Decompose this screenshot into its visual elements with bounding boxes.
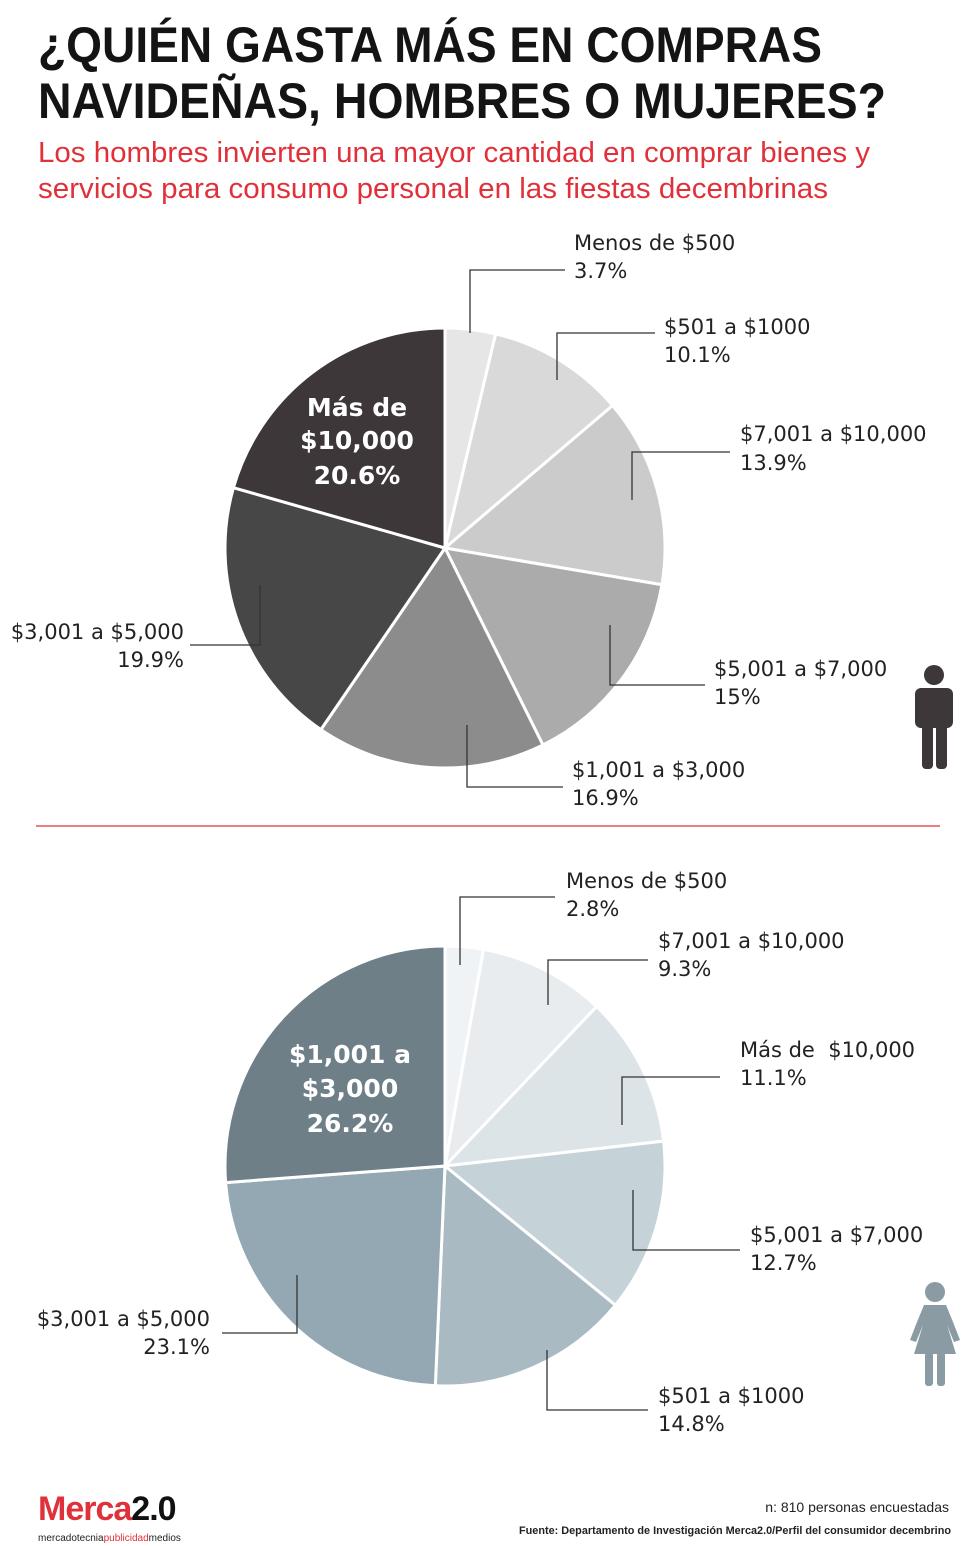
pie-slice xyxy=(443,1005,666,1168)
highlight-label: $10,000 xyxy=(300,426,414,455)
leader-line xyxy=(459,896,555,965)
label-value: 23.1% xyxy=(143,1335,210,1359)
woman-icon xyxy=(910,1282,960,1386)
leader-line xyxy=(546,1350,648,1411)
subtitle-line-1: Los hombres invierten una mayor cantidad… xyxy=(38,137,870,169)
pie-slice xyxy=(443,1139,667,1307)
men-pie xyxy=(223,326,667,770)
highlight-value: 20.6% xyxy=(314,461,401,490)
pie-slice xyxy=(319,546,545,770)
label-value: 14.8% xyxy=(658,1412,725,1436)
logo-tagline: mercadotecniapublicidadmedios xyxy=(38,1533,181,1544)
merca-logo: Merca2.0 mercadotecniapublicidadmedios xyxy=(38,1490,181,1544)
subtitle-line-2: servicios para consumo personal en las f… xyxy=(38,173,828,205)
leader-line xyxy=(190,585,261,646)
leader-line xyxy=(556,332,655,380)
label-category: $1,001 a $3,000 xyxy=(572,758,745,782)
highlight-label: $3,000 xyxy=(302,1074,398,1103)
label-value: 10.1% xyxy=(664,343,731,367)
label-category: $501 a $1000 xyxy=(658,1384,804,1408)
label-category: Más de $10,000 xyxy=(740,1038,915,1062)
pie-slice xyxy=(443,947,599,1168)
label-category: $3,001 a $5,000 xyxy=(11,620,184,644)
women-labels: Menos de $500 2.8% $7,001 a $10,000 9.3%… xyxy=(37,869,923,1436)
label-category: Menos de $500 xyxy=(566,869,727,893)
pie-slice xyxy=(231,326,447,550)
leader-line xyxy=(547,959,648,1005)
title-line-2: NAVIDEÑAS, HOMBRES O MUJERES? xyxy=(38,73,886,129)
label-value: 13.9% xyxy=(740,451,807,475)
leader-line xyxy=(609,625,705,686)
sample-size-note: n: 810 personas encuestadas xyxy=(765,1499,949,1515)
pie-slice xyxy=(443,546,664,747)
men-labels: Menos de $500 3.7% $501 a $1000 10.1% $7… xyxy=(11,231,927,810)
logo-wordmark: Merca2.0 xyxy=(38,1490,176,1528)
pie-slice xyxy=(443,404,667,587)
leader-line xyxy=(621,1076,720,1125)
leader-line xyxy=(469,269,565,333)
label-value: 3.7% xyxy=(574,259,627,283)
label-value: 11.1% xyxy=(740,1066,807,1090)
leader-line xyxy=(466,725,563,788)
label-category: $5,001 a $7,000 xyxy=(750,1223,923,1247)
label-category: $7,001 a $10,000 xyxy=(658,929,845,953)
source-note: Fuente: Departamento de Investigación Me… xyxy=(519,1525,951,1537)
leader-line xyxy=(222,1275,298,1334)
label-category: $7,001 a $10,000 xyxy=(740,422,927,446)
label-value: 9.3% xyxy=(658,957,711,981)
women-leader-lines xyxy=(222,896,740,1411)
leader-line xyxy=(632,1190,740,1251)
highlight-label: Más de xyxy=(307,393,407,422)
label-category: $501 a $1000 xyxy=(664,315,810,339)
label-value: 16.9% xyxy=(572,786,639,810)
leader-line xyxy=(631,451,730,500)
label-value: 19.9% xyxy=(117,648,184,672)
men-leader-lines xyxy=(190,269,730,788)
highlight-value: 26.2% xyxy=(307,1109,394,1138)
pie-slice xyxy=(223,944,447,1185)
label-value: 12.7% xyxy=(750,1251,817,1275)
label-category: $5,001 a $7,000 xyxy=(714,657,887,681)
women-pie xyxy=(223,944,667,1388)
label-category: Menos de $500 xyxy=(574,231,735,255)
pie-slice xyxy=(433,1164,617,1388)
pie-slice xyxy=(224,1164,447,1388)
pie-slice xyxy=(443,332,615,550)
title-line-1: ¿QUIÉN GASTA MÁS EN COMPRAS xyxy=(38,17,822,73)
label-value: 15% xyxy=(714,685,761,709)
pie-slice xyxy=(223,486,447,732)
label-category: $3,001 a $5,000 xyxy=(37,1307,210,1331)
highlight-label: $1,001 a xyxy=(289,1040,411,1069)
man-icon xyxy=(915,665,953,769)
label-value: 2.8% xyxy=(566,897,619,921)
